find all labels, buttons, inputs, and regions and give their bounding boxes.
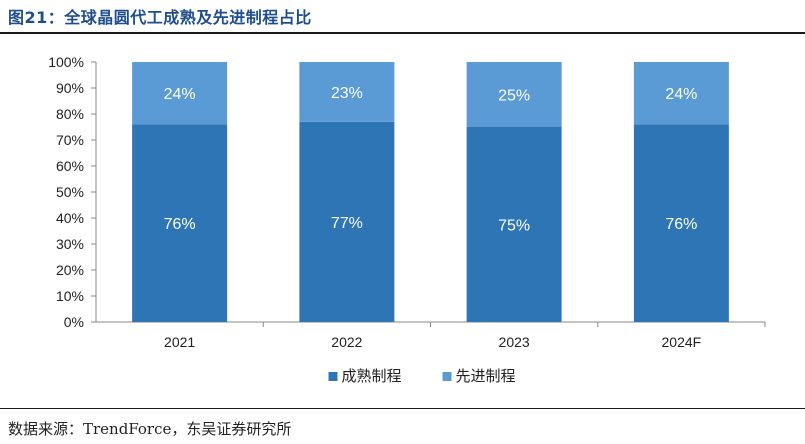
- data-label: 23%: [331, 85, 363, 102]
- y-tick-label: 50%: [56, 184, 84, 200]
- x-tick-label: 2024F: [662, 334, 702, 350]
- y-tick-label: 80%: [56, 106, 84, 122]
- y-tick-label: 90%: [56, 80, 84, 96]
- data-label: 24%: [665, 86, 697, 103]
- y-tick-label: 30%: [56, 236, 84, 252]
- data-label: 77%: [331, 215, 363, 232]
- x-tick-label: 2023: [499, 334, 530, 350]
- y-tick-label: 10%: [56, 288, 84, 304]
- data-label: 25%: [498, 88, 530, 105]
- bar-segment: [466, 62, 562, 127]
- bar-segment: [299, 121, 395, 322]
- bar-segment: [466, 127, 562, 322]
- x-tick-label: 2021: [164, 334, 195, 350]
- y-tick-label: 70%: [56, 132, 84, 148]
- y-tick-label: 60%: [56, 158, 84, 174]
- legend-label: 先进制程: [456, 367, 516, 385]
- bar-segment: [132, 124, 228, 323]
- figure-title: 图21：全球晶圆代工成熟及先进制程占比: [8, 8, 312, 27]
- figure-source: 数据来源：TrendForce，东吴证券研究所: [8, 420, 292, 438]
- data-label: 76%: [665, 216, 697, 233]
- y-tick-label: 0%: [64, 314, 84, 330]
- y-tick-label: 20%: [56, 262, 84, 278]
- y-tick-label: 40%: [56, 210, 84, 226]
- legend-label: 成熟制程: [342, 367, 402, 385]
- bar-segment: [633, 124, 729, 323]
- top-rule: [0, 32, 805, 34]
- x-tick-label: 2022: [331, 334, 362, 350]
- legend-swatch: [442, 372, 452, 381]
- bar-segment: [633, 62, 729, 125]
- bottom-rule: [0, 408, 805, 409]
- stacked-bar-chart: 0% 10% 20% 30% 40% 50% 60% 70% 80% 90% 100% 76% 24% 2…: [48, 54, 766, 385]
- legend-swatch: [328, 372, 338, 381]
- bar-segment: [132, 62, 228, 125]
- data-label: 75%: [498, 218, 530, 235]
- y-tick-label: 100%: [48, 54, 84, 70]
- data-label: 76%: [164, 216, 196, 233]
- data-label: 24%: [164, 86, 196, 103]
- bar-segment: [299, 62, 395, 122]
